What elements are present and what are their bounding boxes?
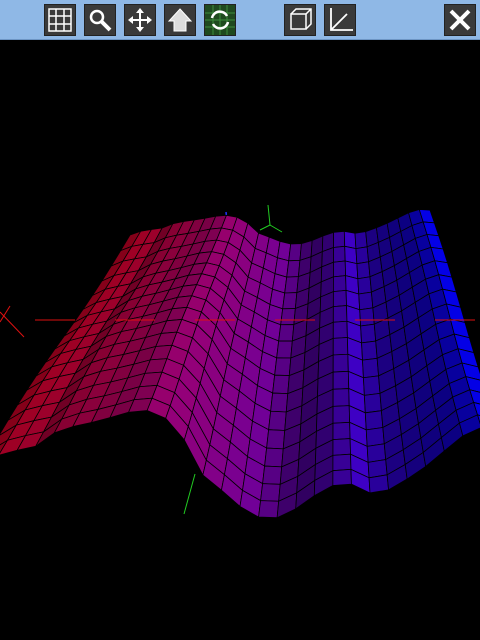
surface-patch xyxy=(266,429,286,450)
surface-patch xyxy=(355,246,370,265)
surface-patch xyxy=(284,276,299,294)
plot-view xyxy=(0,204,480,519)
surface-patch xyxy=(268,410,287,431)
axes-front xyxy=(0,305,480,515)
surface-patch xyxy=(332,353,349,373)
close-button[interactable] xyxy=(444,4,476,36)
surface-patch xyxy=(332,405,351,424)
axes-button[interactable] xyxy=(324,4,356,36)
y-axis-tick xyxy=(259,224,271,231)
surface-patch xyxy=(262,465,283,485)
surface-patch xyxy=(363,392,382,414)
surface-patch xyxy=(280,308,296,326)
surface-patch xyxy=(332,421,351,441)
surface-patch xyxy=(332,388,350,407)
pan-icon xyxy=(128,8,152,32)
grid-icon xyxy=(48,8,72,32)
rotate-icon xyxy=(205,5,235,35)
surface-patch xyxy=(469,389,480,405)
y-axis-bottom xyxy=(183,473,196,515)
zoom-icon xyxy=(89,9,112,32)
surface-patch xyxy=(362,357,380,379)
toolbar xyxy=(0,0,480,40)
axes-icon xyxy=(330,8,353,31)
surface-patch xyxy=(274,357,292,376)
surface-patch xyxy=(360,323,377,344)
surface-patch xyxy=(357,276,372,295)
surface-patch xyxy=(332,275,347,293)
surface-patch xyxy=(476,414,480,425)
surface-patch xyxy=(332,370,350,390)
surface-patch xyxy=(359,307,375,327)
surface-patch xyxy=(458,414,480,437)
pan-button[interactable] xyxy=(124,4,156,36)
surface-patch xyxy=(333,230,346,248)
surface-patch xyxy=(366,443,387,463)
surface-patch xyxy=(343,230,357,250)
surface-patch xyxy=(286,259,301,278)
close-icon xyxy=(449,9,471,31)
surface-patch xyxy=(278,324,295,342)
y-axis-top xyxy=(267,204,271,226)
surface-patch xyxy=(461,362,480,381)
surface-patch xyxy=(358,291,374,311)
surface-patch xyxy=(270,392,289,413)
surface-patch xyxy=(365,427,385,447)
surface-patch xyxy=(332,468,352,486)
surface-patch xyxy=(465,376,480,393)
surface-patch xyxy=(282,292,298,310)
y-axis-tick xyxy=(269,224,283,233)
surface-patch xyxy=(260,483,281,502)
grid-button[interactable] xyxy=(44,4,76,36)
surface-patch xyxy=(276,340,293,359)
surface-patch xyxy=(354,231,368,250)
surface-patch xyxy=(264,447,284,468)
surface-patch xyxy=(332,289,347,308)
surface-patch xyxy=(361,340,378,361)
surface-patch xyxy=(332,453,352,472)
box-button[interactable] xyxy=(284,4,316,36)
surface-patch xyxy=(272,374,290,395)
surface-patch xyxy=(258,500,280,519)
home-icon xyxy=(167,8,193,32)
surface-patch xyxy=(332,438,351,456)
surface-patch xyxy=(332,337,349,356)
surface-patch xyxy=(473,401,480,416)
surface-patch xyxy=(368,474,390,494)
surface-patch xyxy=(288,243,302,262)
home-button[interactable] xyxy=(164,4,196,36)
zoom-button[interactable] xyxy=(84,4,116,36)
surface-patch xyxy=(356,261,371,280)
box-icon xyxy=(290,8,312,30)
surface-mesh xyxy=(0,208,480,519)
rotate-button[interactable] xyxy=(204,4,236,36)
surface-patch xyxy=(332,305,348,323)
surface-patch xyxy=(363,375,381,396)
surface-patch xyxy=(333,245,346,263)
surface-patch xyxy=(364,410,384,431)
surface-patch xyxy=(332,320,348,339)
x-axis-end xyxy=(0,305,11,323)
surface-patch xyxy=(333,260,347,278)
